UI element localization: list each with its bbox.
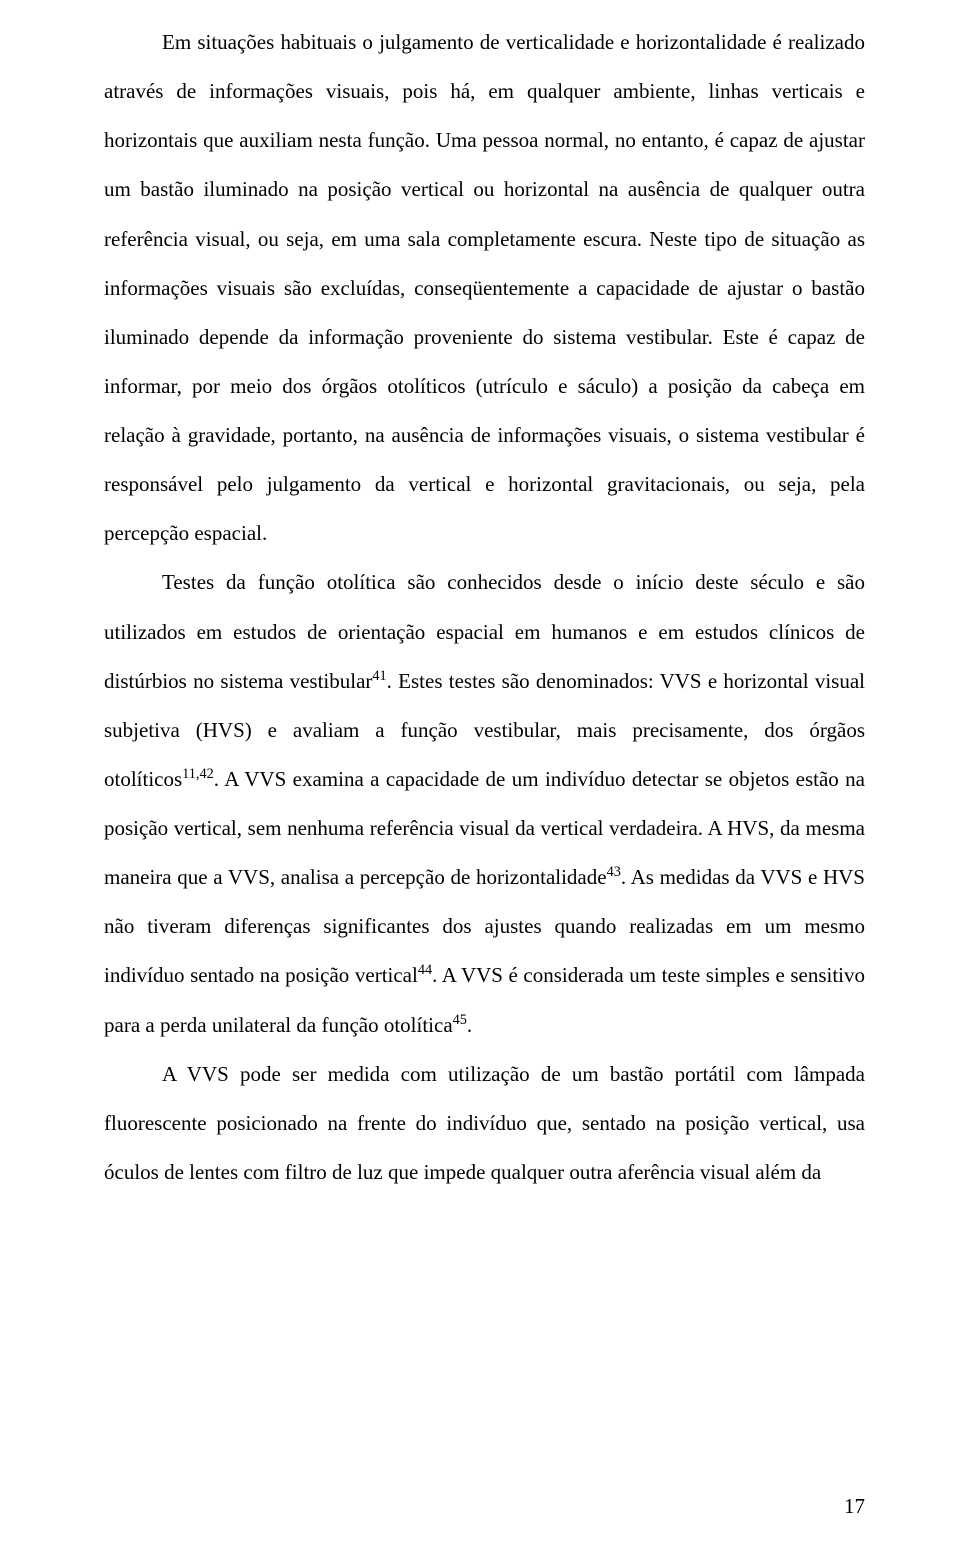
paragraph: Testes da função otolítica são conhecido… xyxy=(104,558,865,1049)
page-number: 17 xyxy=(844,1494,865,1519)
paragraph: A VVS pode ser medida com utilização de … xyxy=(104,1050,865,1197)
body-text: Em situações habituais o julgamento de v… xyxy=(104,18,865,1197)
paragraph: Em situações habituais o julgamento de v… xyxy=(104,18,865,558)
document-page: Em situações habituais o julgamento de v… xyxy=(0,0,960,1554)
